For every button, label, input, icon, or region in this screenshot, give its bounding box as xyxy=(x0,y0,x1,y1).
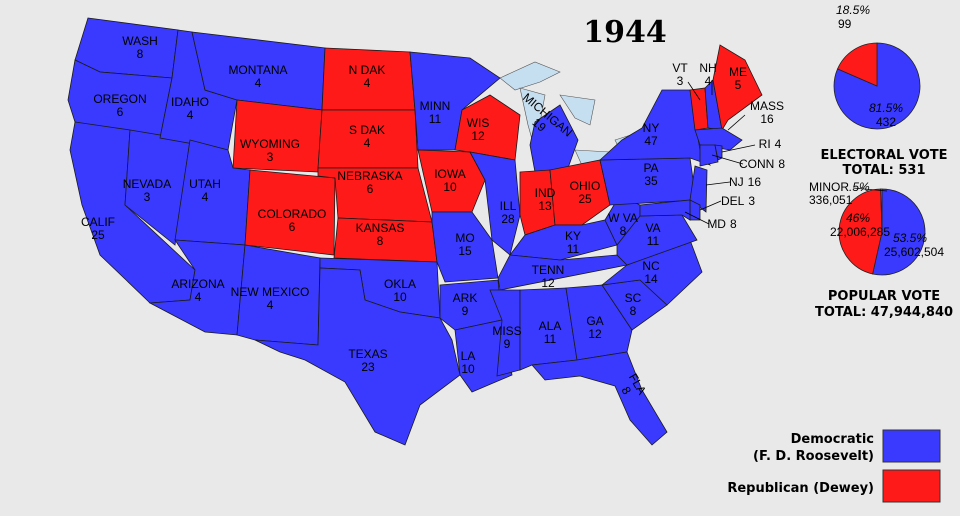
state-iowa xyxy=(417,149,486,213)
ev-caption: ELECTORAL VOTE xyxy=(820,148,947,163)
state-label: ALA 11 xyxy=(539,319,562,346)
state-label: DEL 3 xyxy=(721,194,755,208)
leader-line xyxy=(687,81,701,101)
pv-minor-count: 336,051 xyxy=(809,193,853,207)
state-label: KY 11 xyxy=(565,229,581,256)
pv-total: TOTAL: 47,944,840 xyxy=(815,305,953,320)
state-mo xyxy=(431,211,499,283)
state-label: NJ 16 xyxy=(729,175,761,189)
state-label: PA 35 xyxy=(643,161,658,188)
ev-republican-count: 99 xyxy=(838,17,852,31)
pv-minor-leader xyxy=(852,187,888,192)
leader-line xyxy=(699,200,722,211)
state-label: IOWA 10 xyxy=(434,167,466,194)
lake xyxy=(499,61,561,91)
ev-democratic-count: 432 xyxy=(876,115,896,129)
state-label: VT 3 xyxy=(672,61,688,88)
state-label: WYOMING 3 xyxy=(240,137,300,164)
state-label: KANSAS 8 xyxy=(356,221,405,248)
state-label: NEBRASKA 6 xyxy=(337,169,402,196)
state-label: MO 15 xyxy=(455,231,474,258)
state-label: ARIZONA 4 xyxy=(171,277,224,304)
state-label: NY 47 xyxy=(643,121,660,148)
state-label: NH 4 xyxy=(699,61,716,88)
state-label: ILL 28 xyxy=(500,199,517,226)
state-label: SC 8 xyxy=(625,291,642,318)
leader-line xyxy=(727,114,746,131)
lake xyxy=(559,94,596,126)
state-miss xyxy=(489,289,521,377)
state-label: MISS 9 xyxy=(492,324,521,351)
state-label: VA 11 xyxy=(645,221,660,248)
state-label: OHIO 25 xyxy=(570,179,601,206)
pv-democratic-count: 25,602,504 xyxy=(884,245,944,259)
state-label: OKLA 10 xyxy=(384,277,416,304)
state-ga xyxy=(565,284,633,361)
state-label: WASH 8 xyxy=(122,34,158,61)
leader-line xyxy=(711,154,744,165)
state-label: S DAK 4 xyxy=(349,123,385,150)
state-label: NEVADA 3 xyxy=(123,177,171,204)
ev-republican-pct: 18.5% xyxy=(836,3,870,17)
state-label: TENN 12 xyxy=(532,263,565,290)
ev-republican-slice xyxy=(837,42,878,87)
state-md xyxy=(639,199,691,221)
state-ky xyxy=(509,219,618,261)
state-label: CONN 8 xyxy=(739,157,785,171)
state-ohio xyxy=(549,159,611,226)
leader-line xyxy=(684,211,710,225)
ev-democratic-pct: 81.5% xyxy=(869,101,903,115)
pv-minor-label: MINOR.5% xyxy=(809,180,870,194)
state-label: IND 13 xyxy=(535,186,556,213)
state-fla xyxy=(531,351,668,446)
state-label: IDAHO 4 xyxy=(171,95,209,122)
pv-democratic-slice xyxy=(872,188,926,276)
state-mass xyxy=(694,127,743,151)
popular-vote-pie xyxy=(838,188,926,276)
pv-republican-count: 22,006,285 xyxy=(830,225,890,239)
state-label: MINN 11 xyxy=(420,99,451,126)
state-label: COLORADO 6 xyxy=(258,207,327,234)
state-label: RI 4 xyxy=(759,137,782,151)
state-label: N DAK 4 xyxy=(349,63,386,90)
legend-republican-swatch xyxy=(882,469,941,503)
state-label: ARK 9 xyxy=(453,291,478,318)
state-label: W VA 8 xyxy=(608,211,638,238)
electoral-vote-pie xyxy=(833,42,921,130)
state-label: NEW MEXICO 4 xyxy=(231,285,310,312)
legend-democratic-swatch xyxy=(882,429,941,463)
label-leader-lines xyxy=(684,80,756,225)
pv-caption: POPULAR VOTE xyxy=(828,289,940,304)
pv-democratic-pct: 53.5% xyxy=(893,231,927,245)
state-label: UTAH 4 xyxy=(189,177,221,204)
legend-democratic-candidate: (F. D. Roosevelt) xyxy=(753,449,874,464)
map-title: 1944 xyxy=(583,15,667,50)
state-label: MONTANA 4 xyxy=(228,63,287,90)
state-label: OREGON 6 xyxy=(93,92,146,119)
state-label: GA 12 xyxy=(586,314,603,341)
state-label: MASS 16 xyxy=(750,99,784,126)
state-label: ME 5 xyxy=(729,65,747,92)
state-label: LA 10 xyxy=(461,349,476,376)
leader-line xyxy=(705,181,731,186)
state-label: MD 8 xyxy=(707,217,737,231)
pv-minor-slice xyxy=(880,188,883,233)
ev-total: TOTAL: 531 xyxy=(843,163,926,178)
state-ri xyxy=(699,144,719,167)
state-label: CALIF 25 xyxy=(81,215,115,242)
pv-republican-slice xyxy=(838,188,883,275)
state-texas xyxy=(254,267,461,446)
pv-republican-pct: 46% xyxy=(846,211,870,225)
state-label: WIS 12 xyxy=(467,116,490,143)
state-wyoming xyxy=(232,99,323,173)
states-layer xyxy=(67,17,763,446)
legend-democratic-label: Democratic xyxy=(791,432,874,447)
state-label: TEXAS 23 xyxy=(348,347,387,374)
leader-line xyxy=(721,144,756,153)
state-label: NC 14 xyxy=(642,259,660,286)
legend-republican-label: Republican (Dewey) xyxy=(727,481,874,496)
state-labels: WASH 8 OREGON 6 CALIF 25 NEVADA 3 IDAHO 4 MONTANA 4… xyxy=(81,34,785,397)
state-nj xyxy=(689,165,708,213)
